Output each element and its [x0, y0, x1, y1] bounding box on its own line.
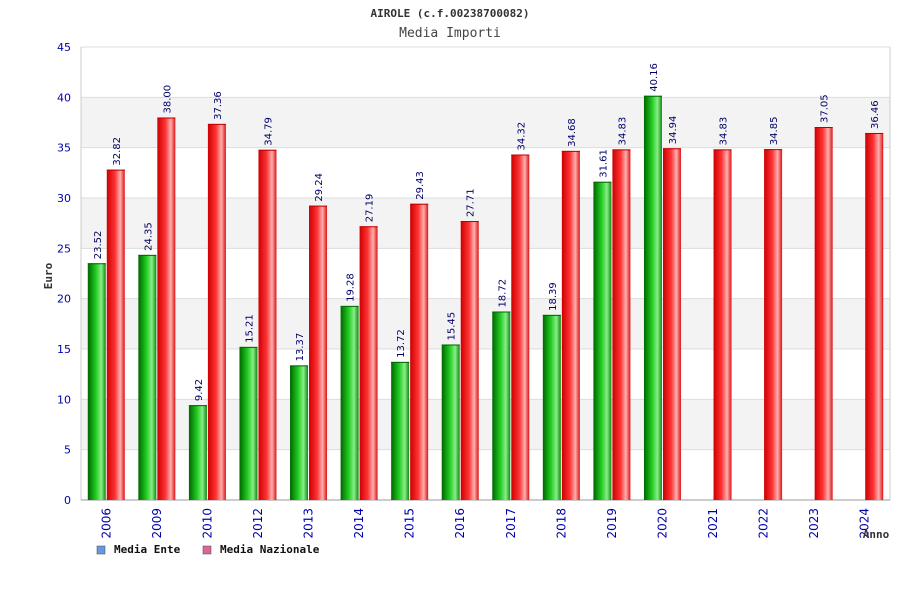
value-label-media-nazionale-2014: 27.19 [365, 194, 376, 223]
x-tick-label-2024: 2024 [858, 508, 872, 539]
x-axis-ticks: 2006 2009 2010 2012 2013 2014 2015 2016 2017 2018… [99, 508, 871, 539]
value-label-media-nazionale-2009: 38.00 [162, 85, 173, 114]
bar-media-ente-2016 [441, 344, 460, 500]
bar-media-ente-2017 [492, 311, 511, 500]
x-tick-label-2015: 2015 [403, 508, 417, 539]
bar-media-nazionale-2020 [662, 148, 681, 500]
bar-media-nazionale-2010 [207, 123, 226, 500]
legend-swatch-media-nazionale [202, 545, 212, 555]
value-label-media-nazionale-2010: 37.36 [213, 91, 224, 120]
bar-media-ente-2013 [290, 365, 309, 500]
bar-media-nazionale-2009 [157, 117, 176, 500]
bar-media-nazionale-2016 [460, 221, 479, 500]
x-tick-label-2023: 2023 [807, 508, 821, 539]
value-label-media-ente-2014: 19.28 [346, 273, 357, 302]
legend-label-media-ente: Media Ente [114, 543, 181, 556]
x-tick-label-2021: 2021 [706, 508, 720, 539]
bar-media-ente-2012 [239, 346, 258, 500]
bar-media-nazionale-2023 [814, 127, 833, 500]
legend: Media Ente Media Nazionale [96, 543, 320, 556]
value-label-media-nazionale-2018: 34.68 [567, 118, 578, 147]
y-tick-label: 30 [57, 192, 71, 205]
x-tick-label-2017: 2017 [504, 508, 518, 539]
value-label-media-nazionale-2020: 34.94 [668, 116, 679, 145]
y-tick-label: 35 [57, 142, 71, 155]
y-tick-label: 45 [57, 41, 71, 54]
x-tick-label-2009: 2009 [150, 508, 164, 539]
x-tick-label-2014: 2014 [352, 508, 366, 539]
x-tick-label-2006: 2006 [99, 508, 113, 539]
value-label-media-nazionale-2019: 34.83 [617, 117, 628, 146]
bar-media-ente-2006 [87, 263, 106, 500]
bar-media-nazionale-2017 [511, 154, 530, 500]
bar-media-nazionale-2014 [359, 226, 378, 500]
value-label-media-nazionale-2024: 36.46 [870, 100, 881, 129]
value-label-media-nazionale-2023: 37.05 [820, 94, 831, 123]
value-label-media-ente-2006: 23.52 [93, 231, 104, 260]
bar-media-ente-2018 [542, 314, 561, 500]
bar-media-nazionale-2024 [865, 132, 884, 500]
plot-background [81, 47, 890, 500]
value-label-media-nazionale-2017: 34.32 [516, 122, 527, 151]
value-label-media-nazionale-2021: 34.83 [719, 117, 730, 146]
value-label-media-nazionale-2013: 29.24 [314, 173, 325, 202]
legend-label-media-nazionale: Media Nazionale [220, 543, 320, 556]
bar-media-ente-2010 [188, 405, 207, 500]
x-tick-label-2012: 2012 [251, 508, 265, 539]
y-tick-label: 15 [57, 343, 71, 356]
y-tick-label: 25 [57, 242, 71, 255]
y-tick-label: 40 [57, 91, 71, 104]
bar-media-nazionale-2015 [410, 203, 429, 500]
x-tick-label-2022: 2022 [757, 508, 771, 539]
bar-media-ente-2015 [391, 361, 410, 500]
x-tick-label-2016: 2016 [453, 508, 467, 539]
bar-media-nazionale-2021 [713, 149, 732, 501]
bar-media-nazionale-2012 [258, 149, 277, 500]
value-label-media-ente-2016: 15.45 [447, 312, 458, 341]
bar-media-nazionale-2013 [309, 205, 328, 500]
bar-media-ente-2019 [593, 181, 612, 500]
value-label-media-nazionale-2015: 29.43 [415, 171, 426, 200]
value-label-media-ente-2015: 13.72 [396, 329, 407, 358]
x-tick-label-2019: 2019 [605, 508, 619, 539]
value-label-media-ente-2017: 18.72 [497, 279, 508, 308]
value-label-media-nazionale-2016: 27.71 [466, 188, 477, 217]
x-axis-label: Anno [863, 528, 890, 541]
value-label-media-ente-2018: 18.39 [548, 282, 559, 311]
bar-media-ente-2014 [340, 305, 359, 500]
bar-media-nazionale-2022 [764, 149, 783, 500]
value-label-media-nazionale-2012: 34.79 [263, 117, 274, 146]
bar-media-nazionale-2006 [106, 169, 125, 500]
bar-media-ente-2020 [643, 95, 662, 501]
bar-media-nazionale-2018 [561, 150, 580, 500]
value-labels: 23.52 24.35 9.42 15.21 13.37 19.28 13.72 15.45 1… [93, 63, 881, 401]
y-tick-label: 20 [57, 293, 71, 306]
value-label-media-ente-2009: 24.35 [143, 222, 154, 251]
value-label-media-ente-2019: 31.61 [598, 149, 609, 178]
y-axis-ticks: 0 5 10 15 20 25 30 35 40 45 [57, 41, 71, 507]
legend-swatch-media-ente [96, 545, 106, 555]
value-label-media-ente-2013: 13.37 [295, 333, 306, 362]
bar-media-ente-2009 [138, 254, 157, 500]
value-label-media-ente-2020: 40.16 [649, 63, 660, 92]
y-tick-label: 5 [64, 444, 71, 457]
x-tick-label-2013: 2013 [302, 508, 316, 539]
y-tick-label: 0 [64, 494, 71, 507]
y-tick-label: 10 [57, 393, 71, 406]
y-axis-label: Euro [42, 262, 55, 289]
bar-media-nazionale-2019 [612, 149, 631, 501]
value-label-media-ente-2010: 9.42 [194, 379, 205, 401]
value-label-media-nazionale-2006: 32.82 [112, 137, 123, 166]
value-label-media-ente-2012: 15.21 [244, 314, 255, 343]
bars [87, 95, 884, 501]
chart-title: AIROLE (c.f.00238700082) [371, 7, 530, 20]
x-tick-label-2018: 2018 [554, 508, 568, 539]
x-tick-label-2010: 2010 [200, 508, 214, 539]
value-label-media-nazionale-2022: 34.85 [769, 117, 780, 146]
x-tick-label-2020: 2020 [655, 508, 669, 539]
chart-subtitle: Media Importi [399, 26, 501, 41]
